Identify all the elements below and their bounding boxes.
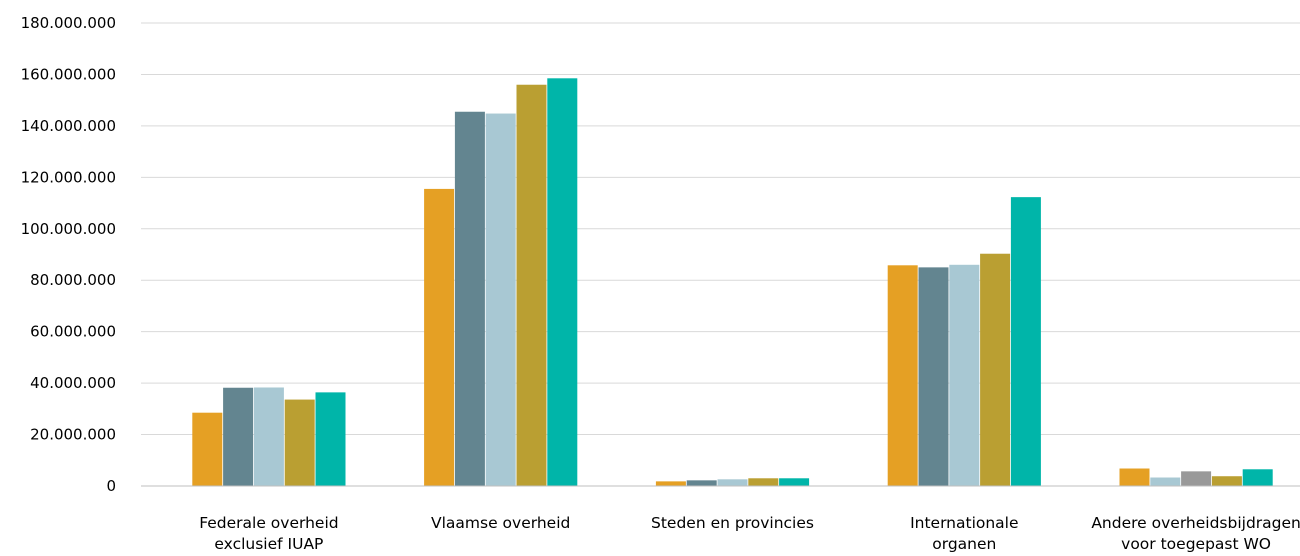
y-axis-tick-labels: 0 20.000.000 40.000.000 60.000.000 80.000.00…	[21, 14, 116, 495]
bar	[779, 478, 810, 486]
x-category-label: exclusief IUAP	[214, 535, 323, 553]
bar	[454, 111, 485, 486]
bar	[686, 480, 717, 486]
y-tick-label: 60.000.000	[30, 323, 116, 341]
bar	[516, 84, 547, 486]
y-tick-label: 20.000.000	[30, 426, 116, 444]
bar	[1181, 471, 1212, 486]
bar	[949, 264, 980, 486]
bar	[1119, 468, 1150, 486]
bar	[547, 78, 578, 486]
x-category-label: Federale overheid	[199, 514, 338, 532]
bar	[1150, 477, 1181, 486]
bar	[192, 412, 223, 486]
bar	[918, 267, 949, 486]
y-tick-label: 180.000.000	[21, 14, 116, 32]
x-category-label: Steden en provincies	[651, 514, 814, 532]
bar	[315, 392, 346, 486]
x-category-label: voor toegepast WO	[1121, 535, 1271, 553]
bar	[980, 253, 1011, 486]
bar	[485, 113, 516, 486]
bar	[424, 188, 455, 487]
bar	[223, 387, 254, 486]
y-tick-label: 120.000.000	[21, 168, 116, 186]
x-category-label: organen	[932, 535, 996, 553]
x-category-label: Internationale	[910, 514, 1018, 532]
bar	[284, 399, 315, 486]
bar	[655, 481, 686, 486]
x-category-label: Andere overheidsbijdragen	[1091, 514, 1300, 532]
gridlines	[141, 22, 1300, 436]
y-tick-label: 100.000.000	[21, 220, 116, 238]
bar	[887, 265, 918, 486]
bar	[748, 478, 779, 486]
bar	[1010, 197, 1041, 486]
x-category-label: Vlaamse overheid	[431, 514, 570, 532]
y-tick-label: 160.000.000	[21, 65, 116, 83]
y-tick-label: 80.000.000	[30, 271, 116, 289]
bar	[253, 387, 284, 486]
y-tick-label: 0	[106, 477, 116, 495]
y-tick-label: 40.000.000	[30, 374, 116, 392]
x-axis-category-labels: Federale overheid exclusief IUAP Vlaamse o…	[199, 514, 1300, 553]
bar-series	[192, 78, 1273, 487]
bar	[717, 479, 748, 486]
bar	[1211, 476, 1242, 486]
y-tick-label: 140.000.000	[21, 117, 116, 135]
bar	[1242, 469, 1273, 486]
